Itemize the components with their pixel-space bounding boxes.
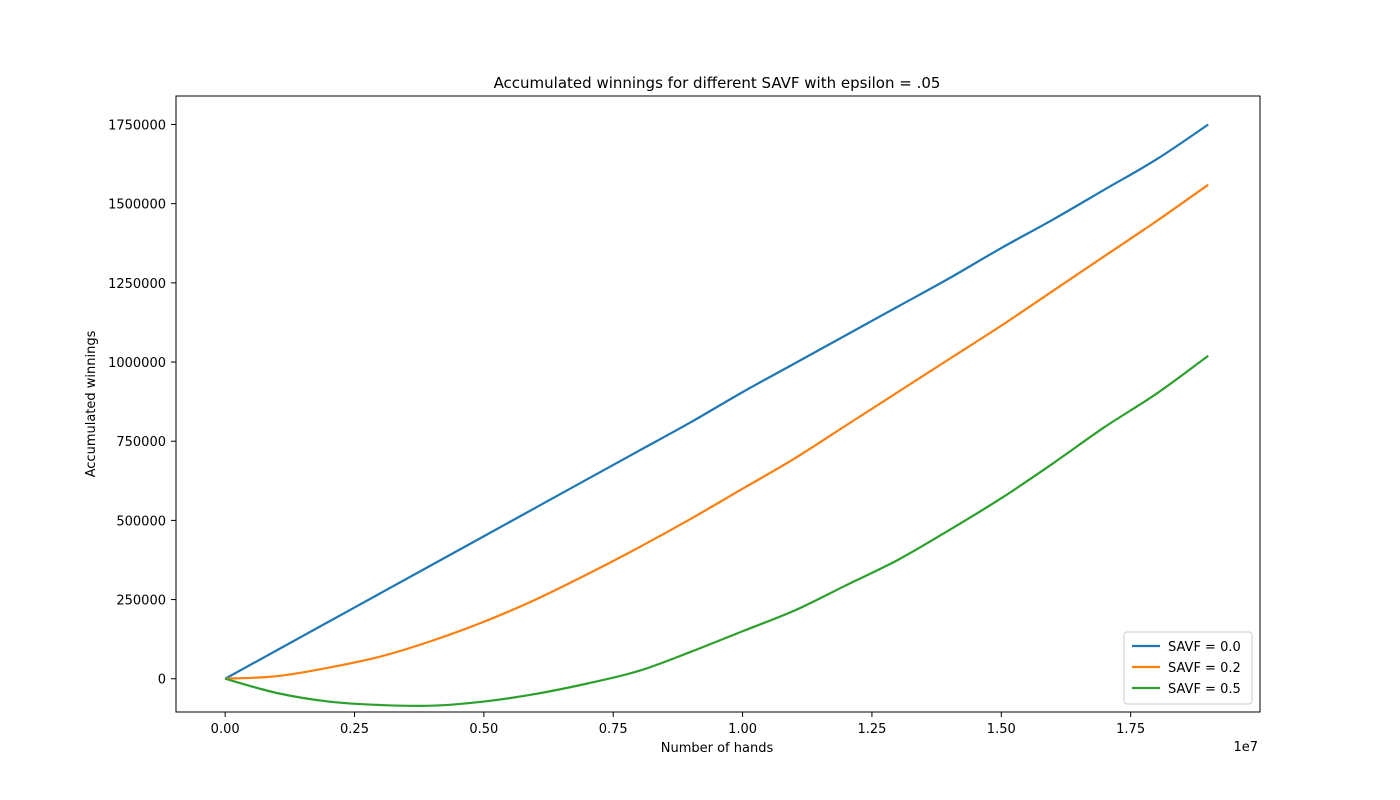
x-tick-label: 0.75 — [599, 722, 628, 737]
y-axis-label: Accumulated winnings — [84, 330, 99, 477]
x-tick-label: 1.25 — [857, 722, 886, 737]
x-axis-offset-text: 1e7 — [1233, 740, 1258, 755]
x-tick-label: 1.50 — [987, 722, 1016, 737]
y-tick-label: 1750000 — [108, 119, 166, 134]
x-axis-label: Number of hands — [661, 741, 774, 756]
y-tick-label: 0 — [158, 673, 166, 688]
x-tick-label: 1.00 — [728, 722, 757, 737]
x-tick-label: 0.25 — [340, 722, 369, 737]
series-line-0 — [224, 123, 1209, 680]
series-line-1 — [225, 183, 1209, 680]
y-tick-label: 750000 — [116, 435, 166, 450]
x-tick-label: 1.75 — [1116, 722, 1145, 737]
legend-label: SAVF = 0.0 — [1168, 640, 1241, 655]
plot-area — [175, 95, 1261, 713]
legend: SAVF = 0.0 SAVF = 0.2 SAVF = 0.5 — [1123, 631, 1253, 705]
y-tick-label: 1000000 — [108, 356, 166, 371]
legend-label: SAVF = 0.5 — [1168, 682, 1241, 697]
y-axis: 0 250000 500000 750000 1000000 1250000 1500000… — [108, 119, 176, 688]
legend-label: SAVF = 0.2 — [1168, 661, 1241, 676]
x-axis: 0.00 0.25 0.50 0.75 1.00 1.25 1.50 1.75 — [211, 712, 1145, 737]
y-tick-label: 1500000 — [108, 198, 166, 213]
legend-box — [1123, 631, 1253, 705]
chart-title: Accumulated winnings for different SAVF … — [494, 74, 941, 92]
y-tick-label: 250000 — [116, 594, 166, 609]
x-tick-label: 0.50 — [469, 722, 498, 737]
series-line-2 — [224, 354, 1209, 708]
y-tick-label: 1250000 — [108, 277, 166, 292]
y-tick-label: 500000 — [116, 514, 166, 529]
series-group — [224, 123, 1209, 708]
x-tick-label: 0.00 — [211, 722, 240, 737]
